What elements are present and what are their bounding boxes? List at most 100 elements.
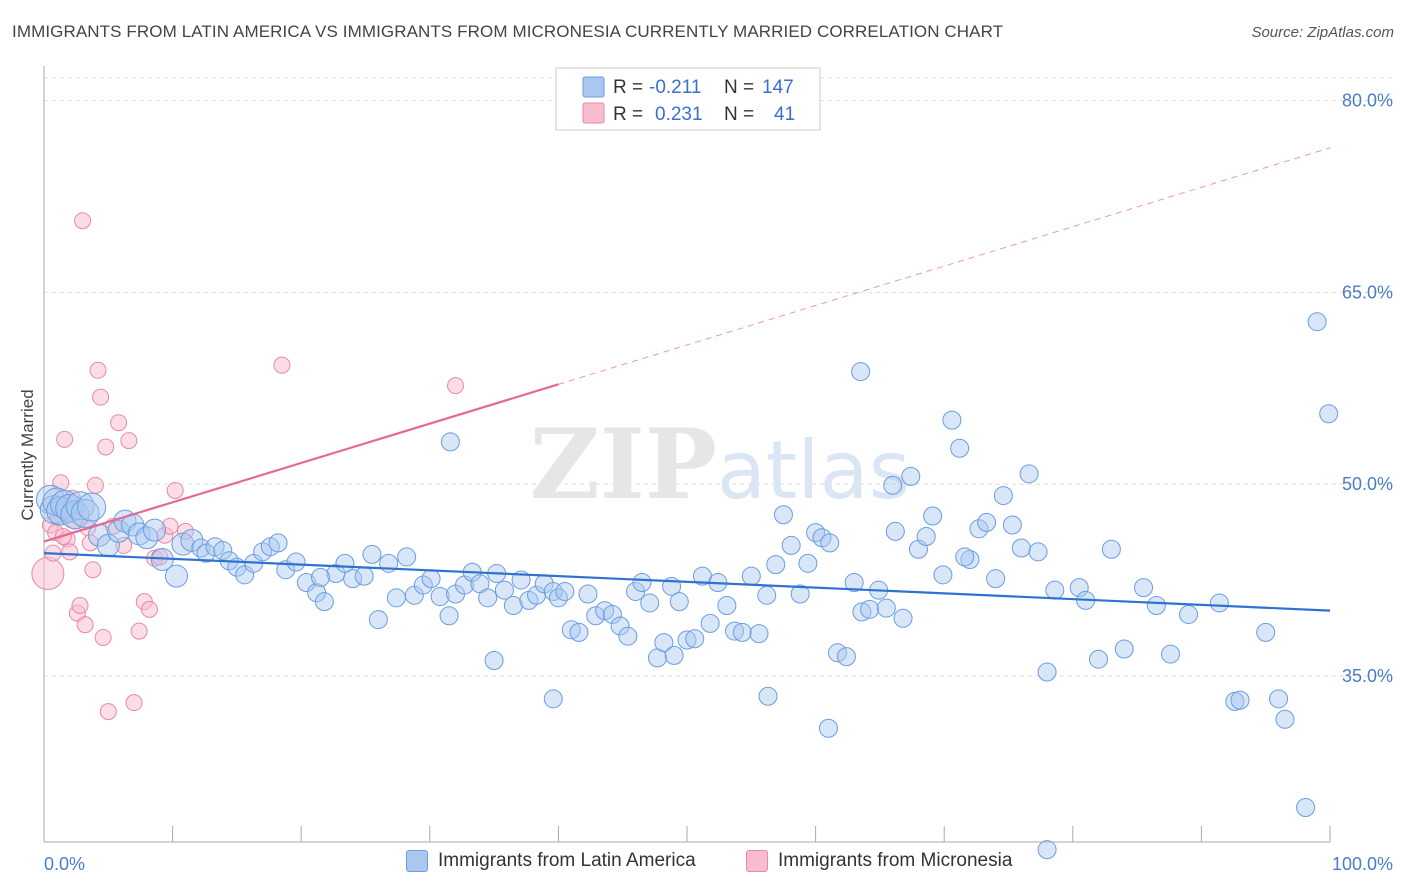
point-latin-america-33 — [276, 560, 296, 580]
point-latin-america-91 — [749, 624, 769, 644]
point-latin-america-58 — [494, 580, 514, 600]
point-latin-america-102 — [836, 647, 856, 667]
point-latin-america-20 — [171, 532, 195, 556]
chart-title: IMMIGRANTS FROM LATIN AMERICA VS IMMIGRA… — [12, 22, 1004, 41]
point-latin-america-59 — [503, 596, 523, 616]
point-latin-america-152 — [440, 432, 460, 452]
y-tick-label-1: 65.0% — [1342, 282, 1393, 302]
point-latin-america-90 — [741, 566, 761, 586]
point-micronesia-39 — [447, 377, 465, 395]
trend-lines — [43, 147, 1331, 612]
trend-line-micronesia-extension — [558, 147, 1331, 385]
point-latin-america-113 — [923, 506, 943, 526]
point-latin-america-108 — [885, 521, 905, 541]
point-latin-america-70 — [586, 606, 606, 626]
point-latin-america-17 — [143, 518, 167, 542]
legend-label-micronesia: Immigrants from Micronesia — [778, 850, 1013, 871]
x-tick-label-1: 100.0% — [1332, 854, 1393, 874]
point-latin-america-66 — [555, 581, 575, 601]
point-latin-america-97 — [798, 553, 818, 573]
point-latin-america-100 — [820, 533, 840, 553]
point-latin-america-105 — [860, 599, 880, 619]
point-latin-america-37 — [314, 592, 334, 612]
point-latin-america-153 — [310, 567, 330, 587]
point-latin-america-96 — [790, 584, 810, 604]
point-latin-america-85 — [700, 613, 720, 633]
legend-r-label-2: R = — [613, 104, 643, 125]
point-latin-america-87 — [717, 596, 737, 616]
point-latin-america-64 — [543, 581, 563, 601]
point-micronesia-27 — [120, 432, 138, 450]
point-latin-america-6 — [60, 500, 90, 530]
point-latin-america-32 — [268, 533, 288, 553]
point-latin-america-121 — [993, 486, 1013, 506]
point-micronesia-14 — [76, 616, 94, 634]
point-micronesia-36 — [166, 481, 184, 499]
bottom-legend: Immigrants from Latin America Immigrants… — [0, 850, 1406, 880]
point-latin-america-154 — [664, 645, 684, 665]
trend-line-latin-america — [43, 551, 1331, 612]
point-latin-america-135 — [1114, 639, 1134, 659]
point-latin-america-77 — [640, 593, 660, 613]
point-micronesia-31 — [140, 600, 158, 618]
legend-r-value-1: -0.211 — [649, 77, 701, 98]
point-latin-america-142 — [1230, 690, 1250, 710]
point-micronesia-23 — [99, 703, 117, 721]
point-latin-america-82 — [677, 630, 697, 650]
watermark: ZIPatlas — [530, 408, 911, 521]
point-latin-america-110 — [901, 466, 921, 486]
point-latin-america-120 — [986, 569, 1006, 589]
point-latin-america-25 — [213, 541, 233, 561]
point-latin-america-107 — [876, 598, 896, 618]
legend-swatch-blue — [582, 76, 605, 98]
point-latin-america-49 — [421, 569, 441, 589]
axes — [43, 66, 1331, 843]
legend-box: R = -0.211 N = 147 R = 0.231 N = 41 — [555, 67, 821, 131]
legend-item-micronesia: Immigrants from Micronesia — [746, 850, 1012, 872]
point-latin-america-73 — [610, 616, 630, 636]
point-latin-america-46 — [397, 547, 417, 567]
scatter-points — [31, 212, 1339, 860]
point-micronesia-0 — [31, 557, 65, 591]
point-latin-america-150 — [758, 686, 778, 706]
point-latin-america-146 — [1296, 797, 1316, 817]
point-latin-america-48 — [413, 575, 433, 595]
point-latin-america-156 — [1037, 840, 1057, 860]
point-latin-america-19 — [164, 564, 188, 588]
legend-item-latin-america: Immigrants from Latin America — [406, 850, 696, 872]
legend-swatch-micronesia — [746, 850, 768, 872]
point-latin-america-133 — [1089, 649, 1109, 669]
legend-label-latin-america: Immigrants from Latin America — [438, 850, 696, 871]
point-latin-america-130 — [955, 547, 975, 567]
point-micronesia-8 — [61, 543, 79, 561]
point-latin-america-21 — [180, 528, 204, 552]
legend-r-value-2: 0.231 — [655, 104, 703, 125]
source-label: Source: ZipAtlas.com — [1251, 24, 1394, 41]
point-latin-america-67 — [561, 620, 581, 640]
legend-swatch-latin-america — [406, 850, 428, 872]
point-latin-america-42 — [362, 544, 382, 564]
point-micronesia-25 — [110, 414, 128, 432]
x-tick-label-0: 0.0% — [44, 854, 85, 874]
point-micronesia-22 — [97, 438, 115, 456]
point-latin-america-45 — [386, 588, 406, 608]
point-latin-america-112 — [916, 526, 936, 546]
point-latin-america-134 — [1101, 539, 1121, 559]
point-latin-america-115 — [942, 410, 962, 430]
y-tick-label-2: 50.0% — [1342, 474, 1393, 494]
point-latin-america-155 — [484, 650, 504, 670]
point-latin-america-93 — [766, 555, 786, 575]
point-latin-america-34 — [286, 552, 306, 572]
point-latin-america-149 — [818, 718, 838, 738]
point-latin-america-129 — [883, 475, 903, 495]
point-latin-america-92 — [757, 585, 777, 605]
point-latin-america-76 — [632, 572, 652, 592]
point-latin-america-124 — [1019, 464, 1039, 484]
point-micronesia-28 — [125, 694, 143, 712]
point-latin-america-151 — [543, 689, 563, 709]
y-axis-label: Currently Married — [18, 389, 37, 520]
point-latin-america-140 — [1209, 593, 1229, 613]
point-latin-america-147 — [1307, 312, 1327, 332]
x-tick-labels: 0.0% 100.0% — [44, 854, 1393, 874]
